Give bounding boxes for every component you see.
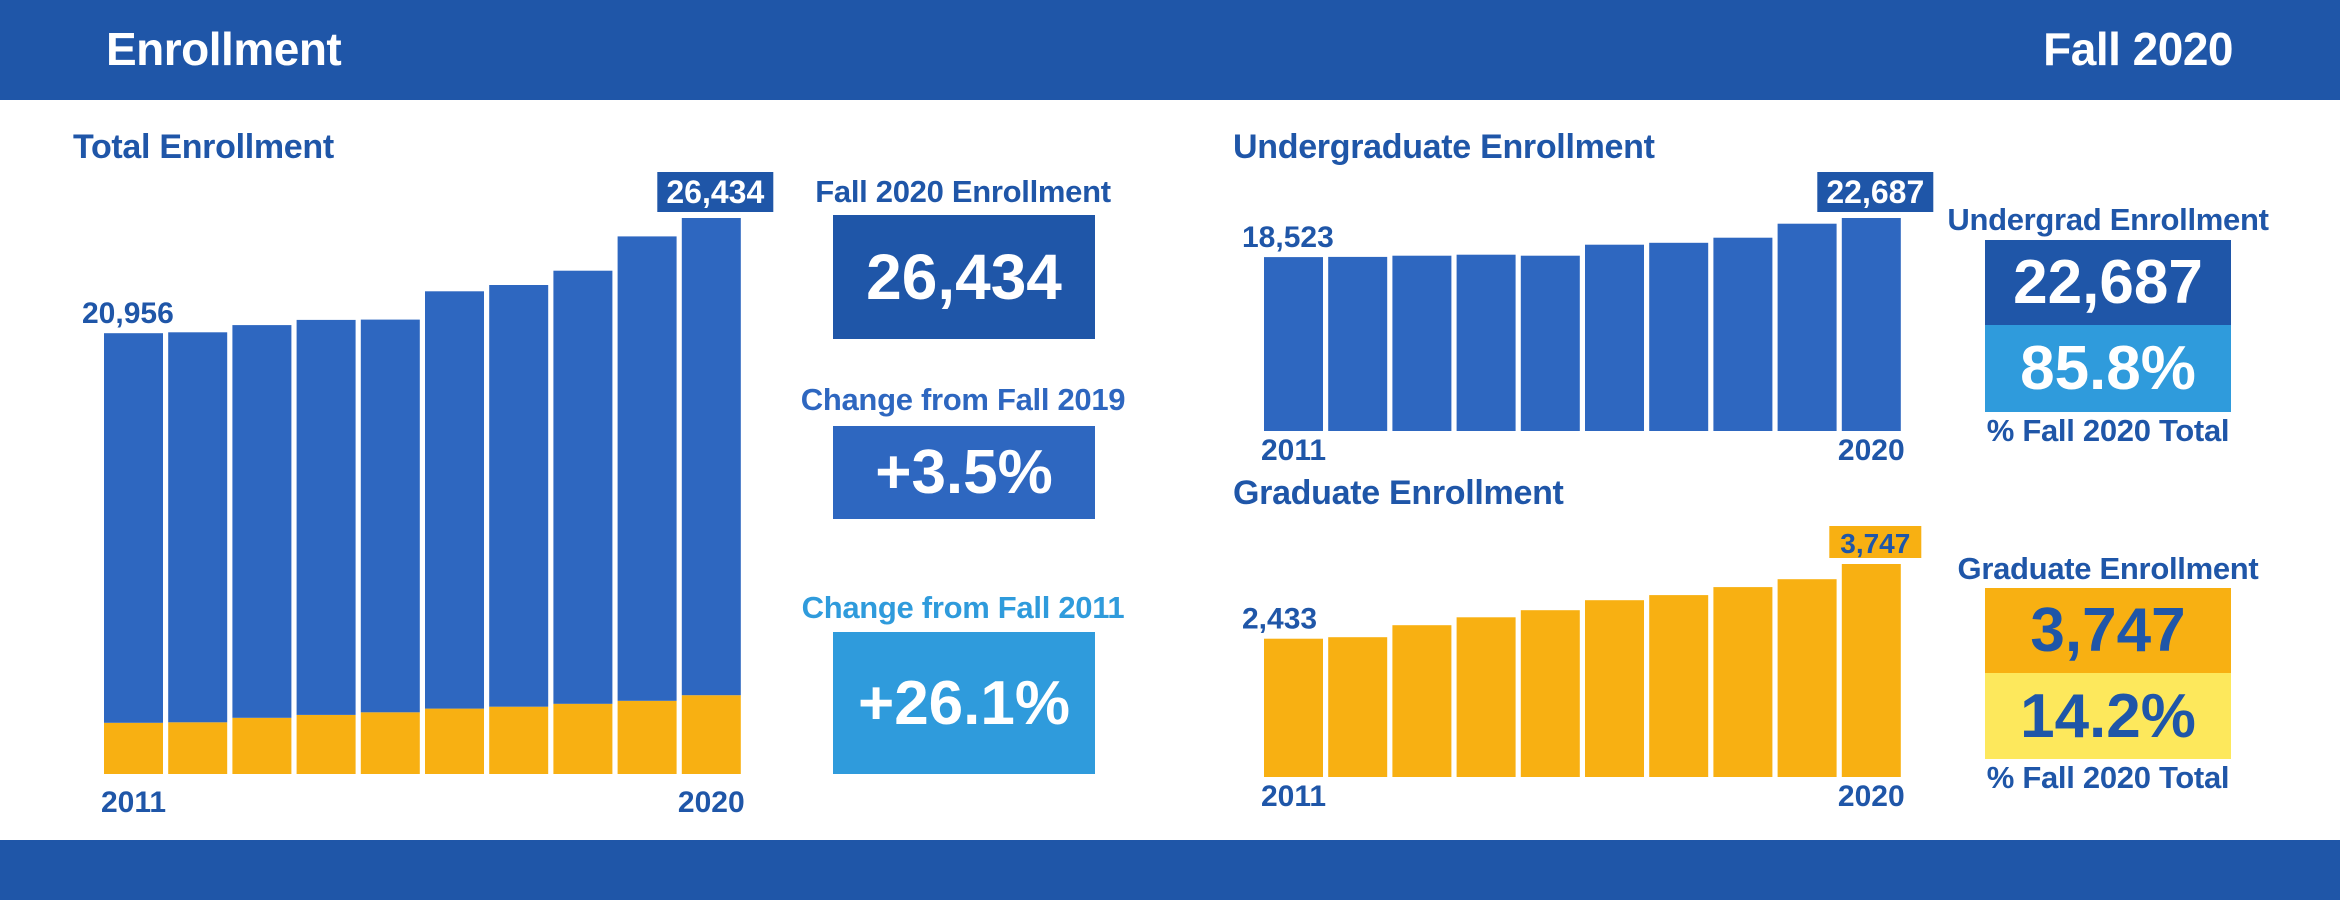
bar-total-undergraduate-2018	[553, 270, 613, 704]
bar-total-graduate-2011	[104, 722, 163, 774]
bar-graduate-graduate-2018	[1713, 587, 1773, 777]
data-label-graduate-2020: 3,747	[1840, 528, 1910, 559]
bar-total-graduate-2012	[168, 722, 228, 774]
kpi-change-2019-label: Change from Fall 2019	[800, 382, 1126, 417]
bar-undergrad-undergraduate-2019	[1777, 223, 1837, 431]
kpi-change-2019-value: +3.5%	[833, 426, 1095, 519]
data-label-total-2011: 20,956	[82, 297, 174, 330]
undergrad-enrollment-title: Undergraduate Enrollment	[1233, 128, 1655, 166]
graduate-enrollment-title: Graduate Enrollment	[1233, 474, 1564, 512]
kpi-change-2011-value: +26.1%	[833, 632, 1095, 774]
data-label-undergrad-2011: 18,523	[1242, 221, 1334, 254]
x-tick-label-graduate-2020: 2020	[1838, 780, 1905, 813]
kpi-fall-2020-enrollment-label: Fall 2020 Enrollment	[815, 174, 1111, 209]
footer-band	[0, 840, 2340, 900]
bar-undergrad-undergraduate-2012	[1328, 256, 1388, 431]
bar-total-undergraduate-2016	[425, 291, 484, 709]
kpi-fall-2020-enrollment-value: 26,434	[833, 215, 1095, 339]
kpi-undergrad-share: 85.8%	[1985, 325, 2231, 412]
bar-undergrad-undergraduate-2011	[1264, 257, 1323, 431]
bar-total-undergraduate-2015	[360, 319, 420, 713]
bar-total-undergraduate-2013	[232, 325, 292, 718]
kpi-graduate-value: 3,747	[1985, 588, 2231, 673]
bar-graduate-graduate-2012	[1328, 637, 1388, 777]
bar-total-undergraduate-2014	[296, 319, 356, 715]
data-label-total-2020: 26,434	[666, 174, 764, 210]
bar-undergrad-undergraduate-2020	[1841, 218, 1901, 431]
data-label-undergrad-2020: 22,687	[1826, 174, 1924, 210]
kpi-change-2011-label: Change from Fall 2011	[801, 590, 1125, 625]
bar-undergrad-undergraduate-2014	[1456, 254, 1516, 431]
bar-undergrad-undergraduate-2016	[1585, 244, 1644, 431]
bar-graduate-graduate-2015	[1520, 610, 1580, 777]
bar-graduate-graduate-2011	[1264, 638, 1323, 777]
kpi-graduate-share: 14.2%	[1985, 673, 2231, 759]
data-label-box-total-2020	[657, 172, 774, 212]
kpi-undergrad-value: 22,687	[1985, 240, 2231, 325]
x-tick-label-undergrad-2011: 2011	[1261, 434, 1326, 467]
bar-graduate-graduate-2016	[1585, 600, 1644, 777]
bar-graduate-graduate-2019	[1777, 579, 1837, 777]
bar-total-graduate-2017	[489, 706, 549, 774]
bar-total-graduate-2013	[232, 717, 292, 774]
kpi-undergrad-share-caption: % Fall 2020 Total	[1986, 413, 2230, 448]
term-label: Fall 2020	[2043, 23, 2233, 75]
kpi-graduate-label: Graduate Enrollment	[1957, 551, 2259, 586]
data-label-graduate-2011: 2,433	[1242, 603, 1317, 636]
x-tick-label-total-2020: 2020	[678, 786, 745, 819]
bar-total-graduate-2014	[296, 714, 356, 774]
bar-undergrad-undergraduate-2017	[1649, 242, 1709, 431]
bar-graduate-graduate-2013	[1392, 625, 1452, 777]
x-tick-label-total-2011: 2011	[101, 786, 166, 819]
data-label-box-undergrad-2020	[1817, 172, 1934, 212]
bar-total-graduate-2019	[617, 700, 677, 774]
bar-graduate-graduate-2020	[1841, 564, 1901, 777]
bar-undergrad-undergraduate-2018	[1713, 237, 1773, 431]
x-tick-label-graduate-2011: 2011	[1261, 780, 1326, 813]
bar-total-undergraduate-2019	[617, 236, 677, 701]
bar-total-graduate-2018	[553, 703, 613, 774]
bar-total-graduate-2015	[360, 712, 420, 774]
total-enrollment-title: Total Enrollment	[73, 128, 334, 166]
header-band: Enrollment Fall 2020	[0, 0, 2340, 100]
bar-total-graduate-2020	[681, 695, 741, 774]
bar-total-graduate-2016	[425, 708, 484, 774]
bar-total-undergraduate-2011	[104, 333, 163, 723]
bar-total-undergraduate-2020	[681, 218, 741, 696]
bar-undergrad-undergraduate-2013	[1392, 255, 1452, 431]
page-title: Enrollment	[106, 23, 342, 75]
bar-graduate-graduate-2014	[1456, 617, 1516, 777]
x-tick-label-undergrad-2020: 2020	[1838, 434, 1905, 467]
bar-total-undergraduate-2012	[168, 332, 228, 723]
bar-total-undergraduate-2017	[489, 285, 549, 707]
kpi-graduate-share-caption: % Fall 2020 Total	[1986, 760, 2230, 795]
data-label-box-graduate-2020	[1829, 526, 1922, 558]
bar-undergrad-undergraduate-2015	[1520, 255, 1580, 431]
bar-graduate-graduate-2017	[1649, 595, 1709, 777]
kpi-undergrad-label: Undergrad Enrollment	[1947, 202, 2269, 237]
